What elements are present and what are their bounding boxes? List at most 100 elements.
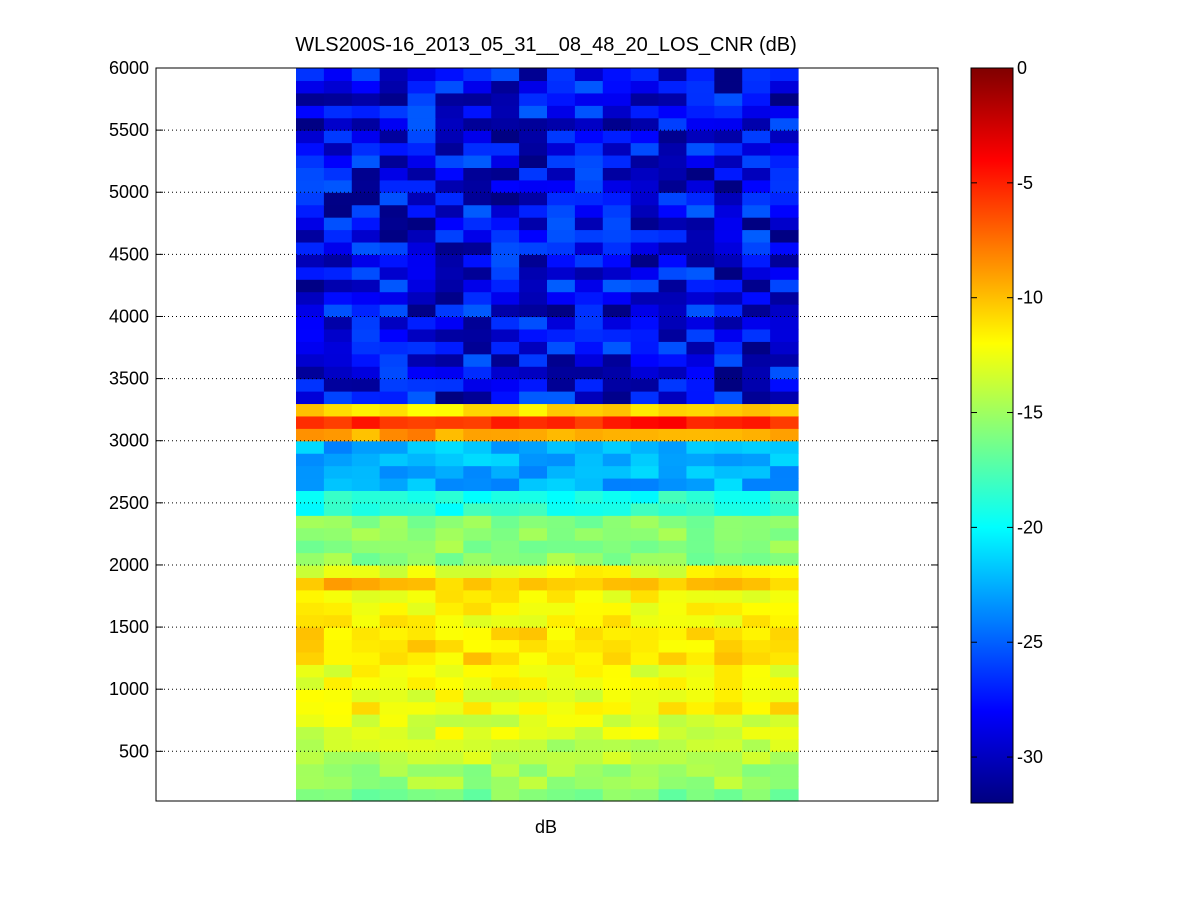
heatmap-cell: [407, 589, 437, 603]
colorbar-tick-label: -30: [1017, 747, 1043, 767]
heatmap-cell: [379, 639, 409, 653]
heatmap-cell: [770, 105, 799, 119]
heatmap-cell: [714, 477, 743, 491]
heatmap-cell: [351, 68, 381, 82]
heatmap-cell: [296, 403, 325, 417]
heatmap-cell: [407, 564, 437, 578]
heatmap-cell: [742, 217, 771, 231]
heatmap-cell: [379, 714, 409, 728]
heatmap-cell: [658, 639, 688, 653]
heatmap-cell: [296, 179, 325, 193]
heatmap-cell: [323, 751, 353, 765]
heatmap-cell: [323, 154, 353, 168]
heatmap-cell: [435, 92, 464, 106]
heatmap-cell: [491, 738, 520, 752]
heatmap-cell: [491, 415, 520, 429]
heatmap-cell: [602, 391, 632, 405]
heatmap-cell: [742, 415, 771, 429]
heatmap-cell: [742, 552, 771, 566]
heatmap-cell: [519, 254, 548, 268]
heatmap-cell: [463, 651, 492, 665]
heatmap-cell: [547, 763, 576, 777]
heatmap-cell: [547, 366, 576, 380]
heatmap-cell: [296, 577, 325, 591]
heatmap-cell: [519, 328, 548, 342]
heatmap-cell: [491, 403, 520, 417]
heatmap-cell: [686, 552, 715, 566]
heatmap-cell: [435, 589, 464, 603]
heatmap-cell: [407, 192, 437, 206]
heatmap-cell: [686, 639, 715, 653]
heatmap-cell: [547, 229, 576, 243]
heatmap-cell: [296, 254, 325, 268]
heatmap-cell: [742, 651, 771, 665]
heatmap-cell: [714, 217, 743, 231]
heatmap-cell: [714, 229, 743, 243]
heatmap-cell: [658, 701, 688, 715]
heatmap-cell: [323, 92, 353, 106]
heatmap-cell: [630, 490, 660, 504]
heatmap-cell: [519, 577, 548, 591]
heatmap-cell: [574, 366, 604, 380]
heatmap-cell: [463, 378, 492, 392]
heatmap-cell: [351, 515, 381, 529]
heatmap-cell: [686, 353, 715, 367]
heatmap-cell: [547, 328, 576, 342]
y-tick-label: 2000: [109, 555, 149, 575]
heatmap-cell: [686, 304, 715, 318]
heatmap-cell: [742, 714, 771, 728]
heatmap-cell: [491, 453, 520, 467]
heatmap-cell: [714, 726, 743, 740]
x-axis-label: dB: [535, 817, 557, 837]
heatmap-cell: [686, 241, 715, 255]
heatmap-cell: [407, 403, 437, 417]
heatmap-cell: [379, 515, 409, 529]
heatmap-cell: [770, 204, 799, 218]
heatmap-cell: [602, 130, 632, 144]
heatmap-cell: [323, 192, 353, 206]
heatmap-cell: [407, 614, 437, 628]
heatmap-cell: [463, 552, 492, 566]
heatmap-cell: [379, 217, 409, 231]
heatmap-cell: [714, 391, 743, 405]
heatmap-cell: [296, 714, 325, 728]
heatmap-cell: [574, 689, 604, 703]
heatmap-cell: [658, 217, 688, 231]
heatmap-cell: [742, 241, 771, 255]
heatmap-cell: [602, 117, 632, 131]
heatmap-cell: [658, 465, 688, 479]
heatmap-cell: [658, 763, 688, 777]
heatmap-cell: [351, 378, 381, 392]
heatmap-cell: [463, 68, 492, 82]
heatmap-cell: [435, 738, 464, 752]
heatmap-cell: [407, 105, 437, 119]
heatmap-cell: [742, 80, 771, 94]
heatmap-cell: [519, 217, 548, 231]
heatmap-cell: [435, 241, 464, 255]
heatmap-cell: [742, 179, 771, 193]
heatmap-cell: [491, 701, 520, 715]
heatmap-cell: [296, 142, 325, 156]
heatmap-cell: [463, 664, 492, 678]
heatmap-cell: [519, 502, 548, 516]
heatmap-cell: [602, 254, 632, 268]
heatmap-cell: [770, 254, 799, 268]
heatmap-cell: [547, 639, 576, 653]
heatmap-cell: [463, 701, 492, 715]
heatmap-cell: [491, 689, 520, 703]
heatmap-cell: [742, 391, 771, 405]
heatmap-cell: [547, 403, 576, 417]
heatmap-cell: [630, 328, 660, 342]
heatmap-cell: [714, 80, 743, 94]
heatmap-cell: [714, 564, 743, 578]
heatmap-cell: [770, 391, 799, 405]
heatmap-cell: [519, 92, 548, 106]
heatmap-cell: [519, 167, 548, 181]
heatmap-cell: [323, 229, 353, 243]
heatmap-cell: [630, 502, 660, 516]
heatmap-cell: [547, 689, 576, 703]
heatmap-cell: [519, 366, 548, 380]
heatmap-cell: [407, 714, 437, 728]
heatmap-cell: [296, 316, 325, 330]
